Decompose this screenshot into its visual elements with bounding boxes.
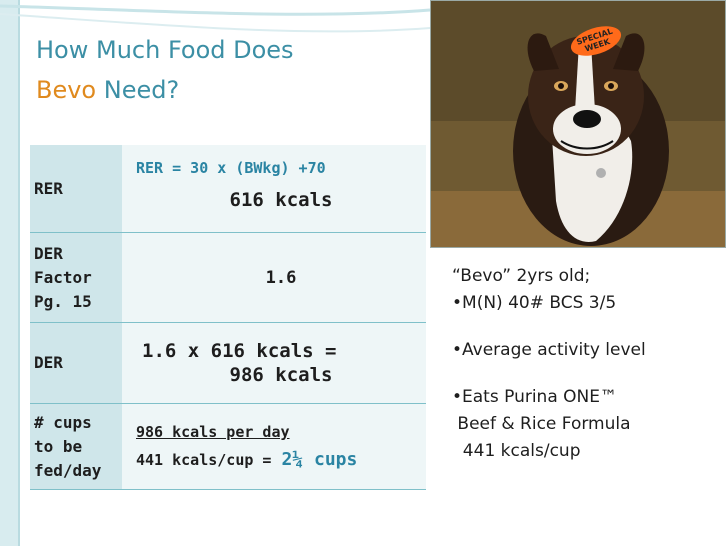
info-name-age: “Bevo” 2yrs old; — [452, 266, 591, 286]
row-label-der: DER — [30, 322, 122, 404]
info-weight-bcs: •M(N) 40# BCS 3/5 — [452, 293, 617, 313]
row-value-rer: RER = 30 x (BWkg) +70 616 kcals — [122, 145, 426, 233]
rer-kcals: 616 kcals — [229, 188, 333, 211]
special-week-sticker: SPECIAL WEEK — [570, 26, 622, 56]
info-food-brand: •Eats Purina ONE™ — [452, 387, 617, 407]
title-prefix: How Much Food Does — [36, 36, 294, 64]
row-label-der-factor: DER Factor Pg. 15 — [30, 232, 122, 323]
rer-formula: RER = 30 x (BWkg) +70 — [136, 158, 326, 177]
row-value-der: 1.6 x 616 kcals = 986 kcals — [122, 322, 426, 404]
bevo-photo: SPECIAL WEEK — [430, 0, 726, 248]
info-food-formula: Beef & Rice Formula — [452, 414, 631, 434]
slide-title: How Much Food Does Bevo Need? — [36, 30, 294, 110]
left-accent-bar — [0, 0, 18, 546]
dog-info-list: “Bevo” 2yrs old; •M(N) 40# BCS 3/5 •Aver… — [452, 263, 646, 465]
table-row: DER 1.6 x 616 kcals = 986 kcals — [30, 322, 426, 404]
table-row: # cups to be fed/day 986 kcals per day 4… — [30, 403, 426, 490]
table-row: RER RER = 30 x (BWkg) +70 616 kcals — [30, 145, 426, 233]
boxer-dog-illustration: SPECIAL WEEK — [431, 1, 725, 247]
info-activity: •Average activity level — [452, 340, 646, 360]
table-row: DER Factor Pg. 15 1.6 — [30, 232, 426, 323]
info-food-kcals: 441 kcals/cup — [452, 441, 581, 461]
left-accent-line — [18, 0, 20, 546]
calculation-table: RER RER = 30 x (BWkg) +70 616 kcals DER … — [30, 145, 426, 490]
row-value-cups: 986 kcals per day 441 kcals/cup = 2¼ cups — [122, 403, 426, 490]
title-dog-name: Bevo — [36, 76, 97, 104]
cups-calc-line2: 441 kcals/cup = 2¼ cups — [136, 449, 358, 470]
cups-calc-line1: 986 kcals per day — [136, 423, 290, 441]
row-value-der-factor: 1.6 — [122, 232, 426, 323]
row-label-rer: RER — [30, 145, 122, 233]
title-suffix: Need? — [103, 76, 180, 104]
row-label-cups: # cups to be fed/day — [30, 403, 122, 490]
cups-result: 2¼ cups — [281, 449, 358, 470]
der-factor-value: 1.6 — [265, 267, 297, 288]
der-calc-line1: 1.6 x 616 kcals = — [142, 340, 337, 362]
der-calc-line2: 986 kcals — [229, 364, 333, 386]
